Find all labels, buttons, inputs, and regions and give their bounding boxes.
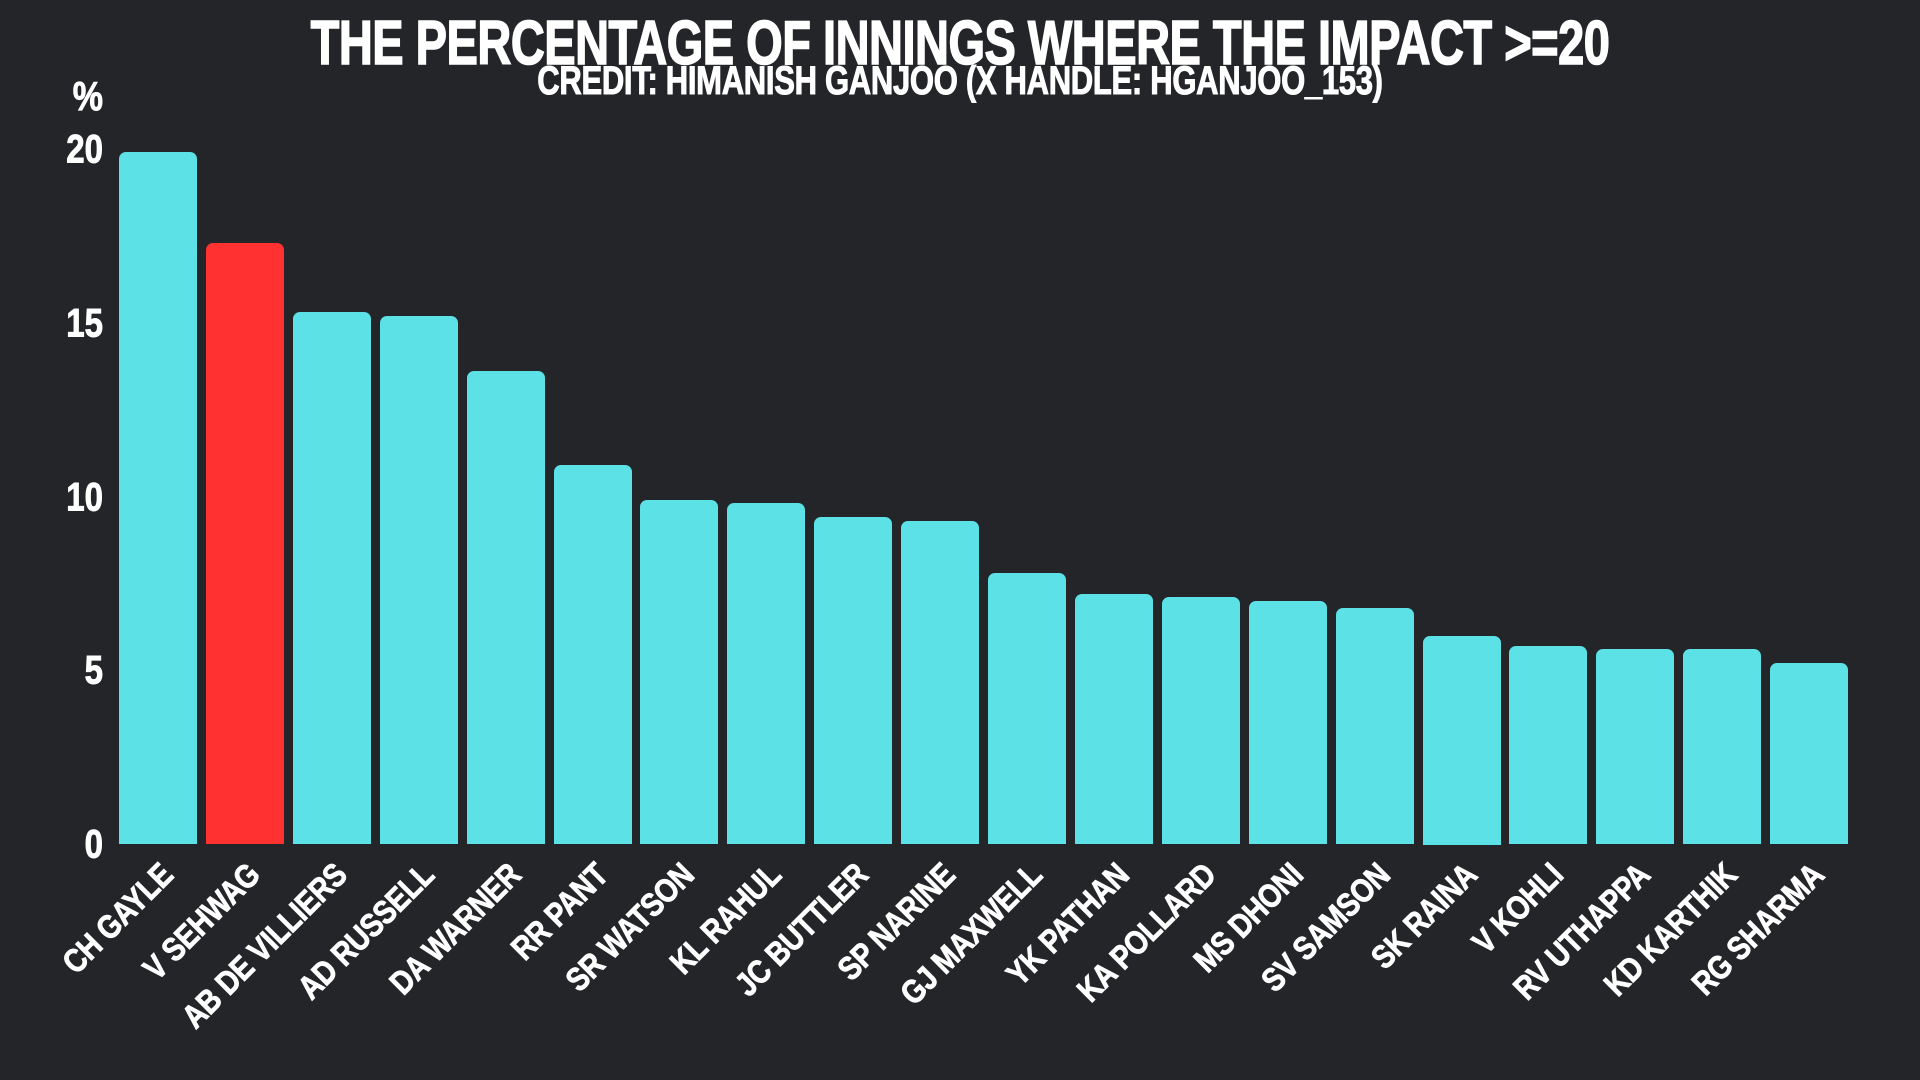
y-tick-label: 15	[66, 299, 104, 345]
bar	[988, 573, 1066, 844]
y-tick-label: 0	[84, 820, 103, 866]
bar	[814, 517, 892, 844]
y-axis-unit-label: %	[72, 74, 103, 121]
y-tick-label: 5	[84, 647, 103, 693]
bar	[554, 465, 632, 844]
y-tick-label: 10	[66, 473, 104, 519]
bar	[206, 243, 284, 844]
bar	[380, 316, 458, 844]
bar	[1075, 594, 1153, 844]
bar	[293, 312, 371, 844]
y-tick-label: 20	[66, 125, 104, 171]
bar	[119, 152, 197, 844]
bar	[901, 521, 979, 844]
chart-subtitle: CREDIT: HIMANISH GANJOO (X HANDLE: HGANJ…	[537, 57, 1383, 103]
bar	[1683, 649, 1761, 844]
bar	[1770, 663, 1848, 844]
bar	[640, 500, 718, 844]
bar	[727, 503, 805, 844]
bar	[1509, 646, 1587, 844]
bar	[467, 371, 545, 844]
bar	[1249, 601, 1327, 844]
bar	[1596, 649, 1674, 844]
bar	[1423, 636, 1501, 845]
chart-title: THE PERCENTAGE OF INNINGS WHERE THE IMPA…	[310, 7, 1610, 79]
bar	[1336, 608, 1414, 844]
bar	[1162, 597, 1240, 844]
